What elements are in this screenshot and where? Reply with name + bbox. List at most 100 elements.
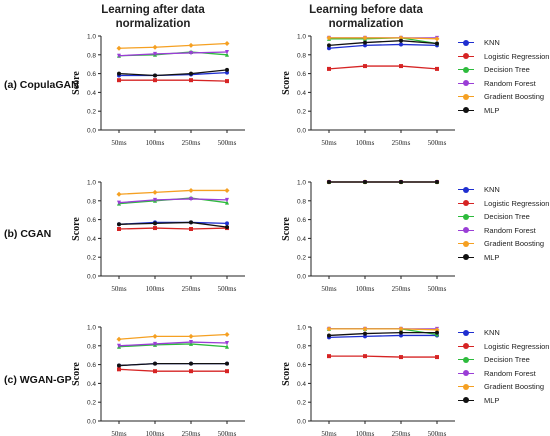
data-point [117,363,121,368]
y-tick-label: 0.6 [87,71,96,78]
series-line [119,79,228,82]
data-point [116,45,122,51]
series-line [118,333,228,340]
x-tick-label: 250ms [392,139,411,147]
legend-swatch-marker [463,397,469,403]
data-point [225,67,229,72]
y-axis-label: Score [281,362,292,386]
data-point [327,43,331,48]
x-tick-label: 100ms [146,430,165,436]
legend-label: MLP [484,252,500,262]
data-point [152,333,158,339]
y-tick-label: 0.8 [87,343,96,350]
chart-panel-5: 0.0 0.2 0.4 0.6 0.8 1.0 50ms 100ms 250ms 500ms Sco… [71,325,245,436]
data-point [326,35,332,41]
data-point [225,221,229,226]
data-point [189,220,193,225]
y-tick-label: 0.4 [87,381,96,388]
data-point [152,44,158,50]
data-point [327,333,331,338]
data-point [326,326,332,332]
y-tick-label: 1.0 [87,34,96,41]
legend-swatch-marker [463,254,469,260]
data-point [188,42,194,48]
series-random-forest [117,340,229,349]
legend-swatch-marker [463,329,469,336]
data-point [327,46,331,51]
chart-panel-2: 0.0 0.2 0.4 0.6 0.8 1.0 50ms 100ms 250ms 500ms Sco… [281,34,455,147]
series-logistic-regression [117,226,229,231]
data-point [225,79,229,84]
series-logistic-regression [117,78,229,84]
series-line [118,51,228,57]
series-line [328,40,438,47]
data-point [153,51,157,57]
x-tick-label: 50ms [111,139,126,147]
chart-panel-1: 0.0 0.2 0.4 0.6 0.8 1.0 50ms 100ms 250ms 500ms Sco… [71,34,245,147]
y-axis-label: Score [281,71,292,95]
y-tick-label: 0.2 [87,109,96,116]
y-tick-label: 1.0 [87,180,96,187]
data-point [189,50,193,56]
series-line [118,189,227,195]
x-tick-label: 100ms [356,285,375,293]
column-title-before: Learning before data normalization [309,4,423,30]
data-point [398,35,404,41]
data-point [153,73,157,78]
legend-label: Logistic Regression [484,51,550,61]
x-tick-label: 250ms [182,430,201,436]
series-line [118,368,227,372]
legend-swatch-marker [463,39,469,46]
column-title-after: Learning after data normalization [101,4,205,30]
legend-swatch-marker [463,383,469,390]
data-point [116,336,122,342]
data-point [362,326,368,332]
series-logistic-regression [117,367,229,374]
legend-label: Gradient Boosting [484,92,545,101]
row-label-wgan-gp: (c) WGAN-GP [4,374,72,386]
y-tick-label: 0.6 [87,217,96,224]
x-tick-label: 250ms [392,430,411,436]
x-tick-label: 100ms [356,139,375,147]
data-point [189,340,193,345]
data-point [399,42,403,47]
series-line [328,334,437,338]
data-point [435,41,439,46]
series-gradient-boosting [116,187,230,197]
y-tick-label: 0.2 [297,400,306,407]
data-point [363,354,367,359]
data-point [225,340,229,346]
y-tick-label: 1.0 [297,325,306,332]
series-line [329,355,437,358]
x-tick-label: 250ms [392,285,411,293]
x-tick-label: 50ms [321,285,336,293]
data-point [153,226,157,231]
legend-label: Random Forest [484,225,536,235]
data-point [153,197,157,203]
y-tick-label: 0.0 [87,274,96,281]
row-label-cgan: (b) CGAN [4,228,52,240]
data-point [363,40,367,45]
y-axis-label: Score [71,217,82,241]
data-point [225,70,229,75]
series-line [328,43,438,49]
data-point [117,227,121,231]
y-tick-label: 0.2 [87,255,96,262]
legend-swatch-marker [463,213,469,220]
legend-label: Gradient Boosting [484,239,545,248]
legend-swatch-marker [463,186,469,193]
data-point [225,49,229,55]
chart-panel-6: 0.0 0.2 0.4 0.6 0.8 1.0 50ms 100ms 250ms 500ms Sco… [281,325,455,436]
series-random-forest [117,196,229,206]
data-point [399,64,403,69]
legend-swatch-marker [463,80,469,86]
series-gradient-boosting [326,326,440,333]
data-point [398,326,404,332]
y-tick-label: 0.8 [297,343,306,350]
data-point [188,187,194,193]
legend-swatch-marker [463,343,469,349]
data-point [153,361,157,366]
data-point [327,354,331,359]
